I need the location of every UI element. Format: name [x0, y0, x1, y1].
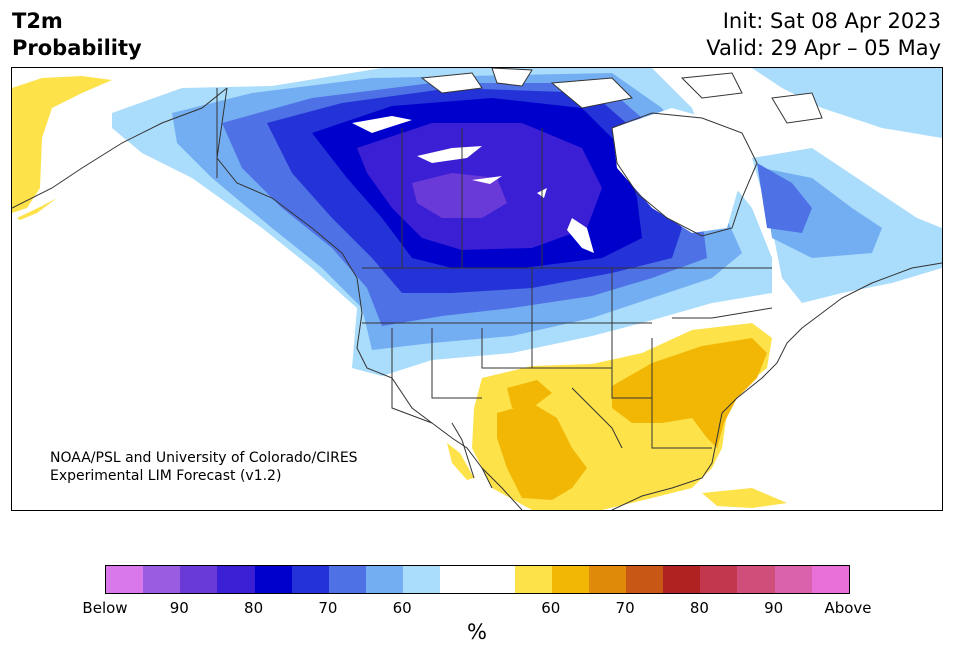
- credit-text: NOAA/PSL and University of Colorado/CIRE…: [50, 449, 358, 485]
- colorbar-segment: [625, 566, 664, 593]
- colorbar-units: %: [467, 620, 487, 644]
- colorbar-segment: [551, 566, 589, 593]
- prob-above-55-baja: [447, 443, 474, 480]
- colorbar-segment: [365, 566, 404, 593]
- colorbar-segment: [514, 566, 552, 593]
- colorbar-tick-label: 80: [244, 599, 264, 617]
- colorbar-tick-label: Below: [82, 599, 128, 617]
- init-date: Init: Sat 08 Apr 2023: [722, 9, 941, 33]
- above-region-alaska: [12, 76, 112, 213]
- colorbar-tick-label: 90: [764, 599, 784, 617]
- credit-line-1: NOAA/PSL and University of Colorado/CIRE…: [50, 450, 358, 466]
- credit-line-2: Experimental LIM Forecast (v1.2): [50, 468, 282, 484]
- great-slave-lake: [417, 146, 482, 163]
- variable-name: T2m: [12, 9, 63, 33]
- lake-winnipeg: [567, 218, 594, 253]
- prob-60-east: [757, 163, 812, 233]
- prob-above-60-mex: [497, 403, 587, 500]
- colorbar-tick-label: 70: [318, 599, 338, 617]
- forecast-map: [12, 68, 942, 510]
- colorbar-segment: [217, 566, 255, 593]
- colorbar-segment: [811, 566, 849, 593]
- coastlines: [12, 87, 942, 510]
- colorbar-segment: [328, 566, 366, 593]
- colorbar-segment: [774, 566, 812, 593]
- colorbar-tick-label: 90: [169, 599, 189, 617]
- prob-above-55-cuba: [702, 488, 787, 508]
- colorbar-tick-label: 70: [615, 599, 635, 617]
- colorbar: [105, 565, 850, 594]
- lake-athabasca: [472, 176, 502, 184]
- colorbar-segment: [737, 566, 775, 593]
- colorbar-segment: [700, 566, 738, 593]
- colorbar-segment: [180, 566, 218, 593]
- valid-range: Valid: 29 Apr – 05 May: [706, 36, 941, 60]
- colorbar-segment: [254, 566, 292, 593]
- chart-title-left: T2m Probability: [12, 8, 142, 62]
- above-region-aleutian: [17, 198, 57, 220]
- colorbar-segment: [663, 566, 701, 593]
- chart-title-right: Init: Sat 08 Apr 2023 Valid: 29 Apr – 05…: [706, 8, 941, 62]
- colorbar-segment: [291, 566, 329, 593]
- prob-above-60-tx: [507, 380, 552, 408]
- great-bear-lake: [352, 116, 412, 133]
- map-panel: NOAA/PSL and University of Colorado/CIRE…: [11, 67, 943, 511]
- prob-80-region: [412, 173, 507, 218]
- colorbar-segment: [440, 566, 478, 593]
- colorbar-segment: [106, 566, 144, 593]
- colorbar-tick-label: 60: [541, 599, 561, 617]
- colorbar-segment: [588, 566, 626, 593]
- colorbar-segment: [403, 566, 441, 593]
- prob-above-60-se: [612, 338, 767, 448]
- colorbar-tick-label: 60: [392, 599, 412, 617]
- islands: [420, 68, 823, 124]
- colorbar-tick-label: Above: [824, 599, 872, 617]
- colorbar-segment: [477, 566, 515, 593]
- prob-40-greenland: [752, 68, 942, 138]
- colorbar-tick-label: 80: [689, 599, 709, 617]
- colorbar-segment: [143, 566, 181, 593]
- product-name: Probability: [12, 36, 142, 60]
